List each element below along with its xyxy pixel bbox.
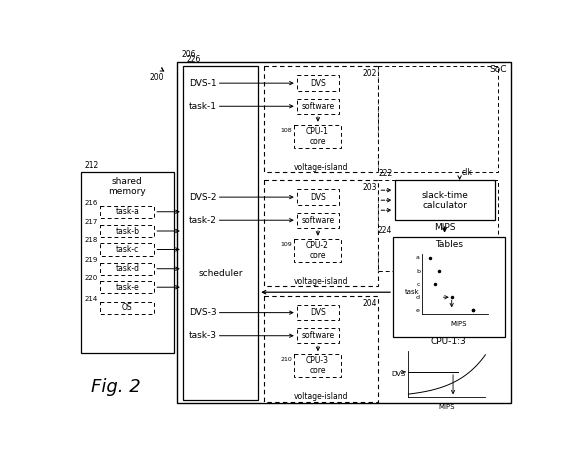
Text: task-1: task-1 (189, 102, 217, 111)
Text: 203: 203 (362, 183, 377, 192)
Text: task-2: task-2 (189, 216, 217, 225)
Text: Tables: Tables (435, 240, 463, 249)
Text: 200: 200 (149, 73, 164, 81)
Text: MIPS: MIPS (450, 321, 467, 327)
Text: 216: 216 (85, 200, 98, 206)
Text: shared
memory: shared memory (108, 176, 146, 196)
Bar (393, 237, 505, 337)
Bar (297, 305, 339, 320)
Bar (297, 189, 339, 205)
Bar (183, 66, 258, 401)
Text: slack-time
calculator: slack-time calculator (421, 190, 468, 210)
Text: task-c: task-c (116, 245, 139, 254)
Text: voltage-island: voltage-island (294, 277, 348, 286)
Text: 214: 214 (85, 296, 98, 302)
Text: task: task (405, 289, 420, 295)
Text: DVS-1: DVS-1 (189, 79, 217, 88)
Text: DVS: DVS (392, 371, 406, 377)
Text: 109: 109 (281, 242, 292, 247)
Text: 212: 212 (85, 161, 99, 170)
Text: CPU-1
core: CPU-1 core (306, 127, 329, 146)
Text: task-d: task-d (115, 264, 139, 273)
Text: e: e (416, 308, 420, 313)
Text: 224: 224 (377, 226, 392, 235)
Text: 206: 206 (181, 50, 196, 59)
Text: voltage-island: voltage-island (294, 392, 348, 401)
Text: 202: 202 (362, 69, 377, 79)
Text: 204: 204 (362, 299, 377, 308)
Text: MIPS: MIPS (439, 404, 455, 410)
Text: CPU-1:3: CPU-1:3 (431, 337, 467, 346)
Bar (395, 180, 495, 220)
Bar (264, 66, 378, 172)
Text: 222: 222 (379, 169, 393, 178)
Text: task-b: task-b (115, 226, 139, 236)
Bar (100, 302, 154, 314)
Text: DVS: DVS (310, 308, 326, 317)
Text: software: software (301, 331, 335, 340)
Bar (264, 180, 378, 286)
Text: DVS-2: DVS-2 (189, 193, 217, 201)
Bar (100, 262, 154, 275)
Bar (297, 75, 339, 91)
Text: CPU-2
core: CPU-2 core (306, 241, 329, 260)
Text: 219: 219 (85, 256, 98, 262)
Text: clk: clk (461, 168, 472, 177)
Bar (100, 243, 154, 255)
Bar (177, 61, 511, 403)
Text: DVS-3: DVS-3 (189, 308, 217, 317)
Bar (378, 180, 498, 271)
Text: software: software (301, 216, 335, 225)
Bar (100, 225, 154, 237)
Text: software: software (301, 102, 335, 111)
Text: a: a (416, 255, 420, 261)
Bar (297, 213, 339, 228)
Text: 108: 108 (281, 128, 292, 133)
Bar (100, 206, 154, 218)
Text: CPU-3
core: CPU-3 core (306, 356, 329, 376)
Text: d: d (416, 295, 420, 300)
Bar (297, 98, 339, 114)
Text: Fig. 2: Fig. 2 (91, 377, 141, 395)
Text: SoC: SoC (490, 65, 507, 74)
Text: task-3: task-3 (189, 331, 217, 340)
Text: 226: 226 (187, 55, 201, 64)
Text: 220: 220 (85, 275, 98, 281)
Bar (294, 125, 342, 148)
Text: scheduler: scheduler (198, 269, 242, 278)
Text: DVS: DVS (310, 193, 326, 201)
Bar (294, 354, 342, 377)
Bar (294, 239, 342, 262)
Text: voltage-island: voltage-island (294, 163, 348, 171)
Bar (378, 66, 498, 172)
Text: task-a: task-a (115, 207, 139, 216)
Text: OS: OS (122, 304, 132, 312)
Text: 210: 210 (281, 357, 292, 362)
Text: b: b (416, 268, 420, 274)
Text: DVS: DVS (310, 79, 326, 88)
Text: c: c (416, 282, 420, 286)
Text: MIPS: MIPS (434, 223, 456, 231)
Bar (297, 328, 339, 343)
Bar (100, 281, 154, 293)
Text: 217: 217 (85, 219, 98, 225)
Text: task-e: task-e (115, 283, 139, 292)
Bar (81, 172, 173, 353)
Text: 218: 218 (85, 237, 98, 243)
Bar (264, 296, 378, 402)
